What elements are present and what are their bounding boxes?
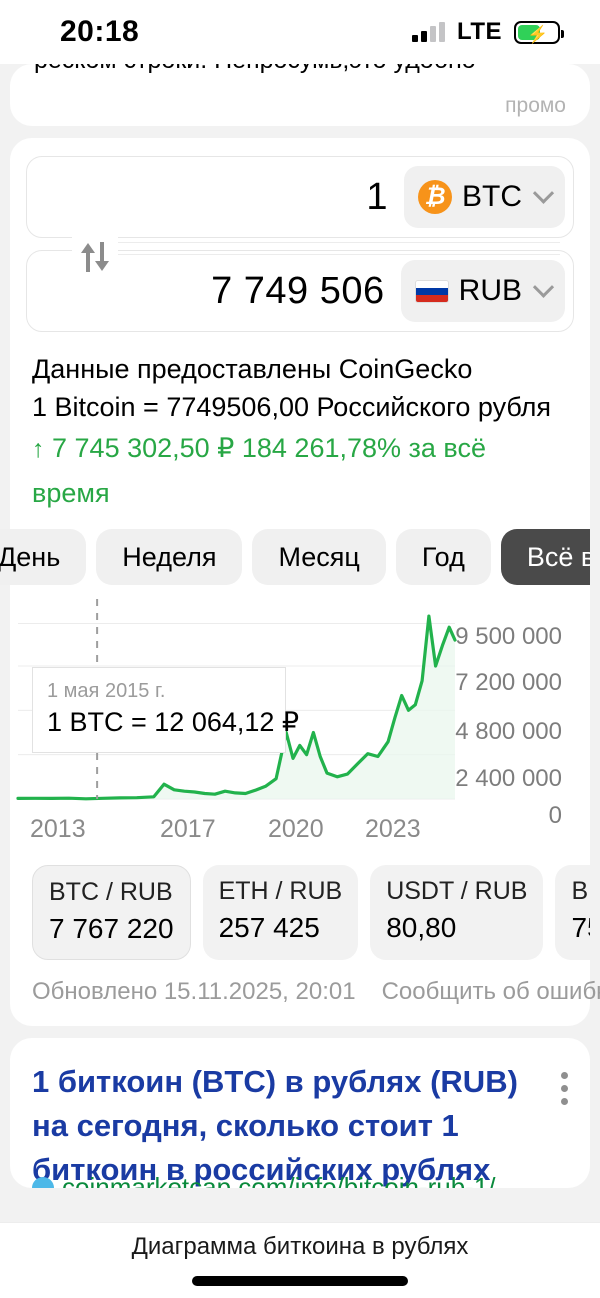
change-row: ↑ 7 745 302,50 ₽ 184 261,78% за всё врем… [32, 426, 568, 515]
page-content: реском строки. Непросумь,это удобно пром… [0, 64, 600, 1298]
pair-value: 80,80 [386, 912, 457, 943]
currency-to-selector[interactable]: RUB [400, 260, 565, 322]
change-period: за всё время [32, 433, 486, 508]
pair-name: ETH / RUB [218, 877, 343, 905]
search-result-card[interactable]: 1 биткоин (BTC) в рублях (RUB) на сегодн… [10, 1038, 590, 1188]
tab-all-time[interactable]: Всё время [500, 529, 590, 585]
status-time: 20:18 [60, 15, 140, 48]
rate-info: Данные предоставлены CoinGecko 1 Bitcoin… [10, 346, 590, 515]
tab-day[interactable]: День [0, 529, 87, 585]
rate-label: 1 Bitcoin = 7749506,00 Российского рубля [32, 392, 552, 422]
pair-chip-btc-rub[interactable]: BTC / RUB 7 767 220 [32, 865, 191, 960]
home-indicator[interactable] [192, 1276, 408, 1286]
card-footer: Обновлено 15.11.2025, 20:01 Сообщить об … [10, 960, 600, 1026]
pair-chip-usdt-rub[interactable]: USDT / RUB 80,80 [370, 865, 544, 960]
x-tick-label: 2017 [160, 815, 216, 843]
tooltip-value: 1 BTC = 12 064,12 ₽ [47, 707, 300, 737]
change-percent: 184 261,78% [241, 433, 402, 463]
x-tick-label: 2013 [30, 815, 86, 843]
updated-label: Обновлено 15.11.2025, 20:01 [32, 978, 356, 1005]
swap-vertical-icon[interactable] [72, 234, 118, 280]
converter-card: 1 ₿ BTC 7 749 506 RUB [0, 138, 600, 1026]
amount-to-input[interactable]: 7 749 506 [211, 269, 385, 312]
bitcoin-logo-icon: ₿ [418, 180, 452, 214]
chart-canvas[interactable] [10, 599, 480, 815]
chart-y-axis: 9 500 000 7 200 000 4 800 000 2 400 000 … [432, 599, 582, 829]
result-url-text: coinmarketcap.com/info/bitcoin-rub-1/ [62, 1172, 496, 1188]
x-tick-label: 2020 [268, 815, 324, 843]
bottom-caption: Диаграмма биткоина в рублях [131, 1233, 469, 1260]
pair-value: 7 767 220 [49, 913, 174, 944]
chart-x-axis: 2013 2017 2020 2023 [10, 815, 480, 849]
currency-from-code: BTC [462, 180, 522, 213]
signal-bars-icon [411, 22, 445, 42]
chevron-down-icon [532, 276, 555, 298]
swap-divider [118, 242, 560, 256]
change-absolute: 7 745 302,50 ₽ [52, 433, 235, 463]
pair-name: USDT / RUB [386, 877, 528, 905]
currency-from-selector[interactable]: ₿ BTC [404, 166, 565, 228]
battery-charging-icon: ⚡ [514, 20, 564, 44]
chevron-down-icon [532, 182, 555, 204]
y-tick-label: 7 200 000 [455, 669, 562, 696]
tab-week[interactable]: Неделя [96, 529, 243, 585]
period-tabs[interactable]: День Неделя Месяц Год Всё время [0, 515, 590, 593]
pair-chip-bnb-rub[interactable]: BNB / RUB 75 718 [555, 865, 590, 960]
converter-inputs: 1 ₿ BTC 7 749 506 RUB [10, 138, 590, 346]
arrow-up-icon: ↑ [32, 435, 45, 463]
status-indicators: LTE ⚡ [411, 18, 564, 46]
data-source-label: Данные предоставлены CoinGecko [32, 354, 473, 384]
y-tick-label: 2 400 000 [455, 765, 562, 792]
promo-card[interactable]: реском строки. Непросумь,это удобно пром… [10, 64, 590, 126]
pair-name: BNB / RUB [571, 877, 590, 905]
promo-label: промо [505, 94, 566, 117]
amount-to-row[interactable]: 7 749 506 RUB [26, 250, 574, 332]
kebab-menu-icon[interactable] [561, 1072, 568, 1111]
amount-from-input[interactable]: 1 [366, 175, 388, 218]
pair-name: BTC / RUB [49, 878, 173, 906]
result-url: coinmarketcap.com/info/bitcoin-rub-1/ [32, 1172, 496, 1188]
bottom-caption-bar: Диаграмма биткоина в рублях [0, 1222, 600, 1298]
price-chart[interactable]: 9 500 000 7 200 000 4 800 000 2 400 000 … [10, 599, 590, 849]
report-error-link[interactable]: Сообщить об ошибке [381, 978, 600, 1005]
pair-value: 75 718 [571, 912, 590, 943]
y-tick-label: 9 500 000 [455, 623, 562, 650]
status-bar: 20:18 LTE ⚡ [0, 0, 600, 64]
tab-month[interactable]: Месяц [252, 529, 386, 585]
pair-chip-eth-rub[interactable]: ETH / RUB 257 425 [202, 865, 359, 960]
tooltip-date: 1 мая 2015 г. [47, 680, 166, 702]
favicon-icon [32, 1177, 54, 1188]
network-type-label: LTE [456, 18, 502, 45]
result-title-link[interactable]: 1 биткоин (BTC) в рублях (RUB) на сегодн… [32, 1064, 518, 1187]
currency-to-code: RUB [458, 274, 522, 307]
amount-from-row[interactable]: 1 ₿ BTC [26, 156, 574, 238]
russia-flag-icon [414, 279, 449, 303]
chart-tooltip: 1 мая 2015 г. 1 BTC = 12 064,12 ₽ [32, 667, 300, 753]
tab-year[interactable]: Год [395, 529, 491, 585]
y-tick-label: 4 800 000 [455, 718, 562, 745]
y-tick-label: 0 [548, 802, 562, 829]
pair-value: 257 425 [218, 912, 320, 943]
pair-chips[interactable]: BTC / RUB 7 767 220 ETH / RUB 257 425 US… [10, 849, 590, 960]
promo-text: реском строки. Непросумь,это удобно [34, 64, 566, 75]
x-tick-label: 2023 [365, 815, 421, 843]
